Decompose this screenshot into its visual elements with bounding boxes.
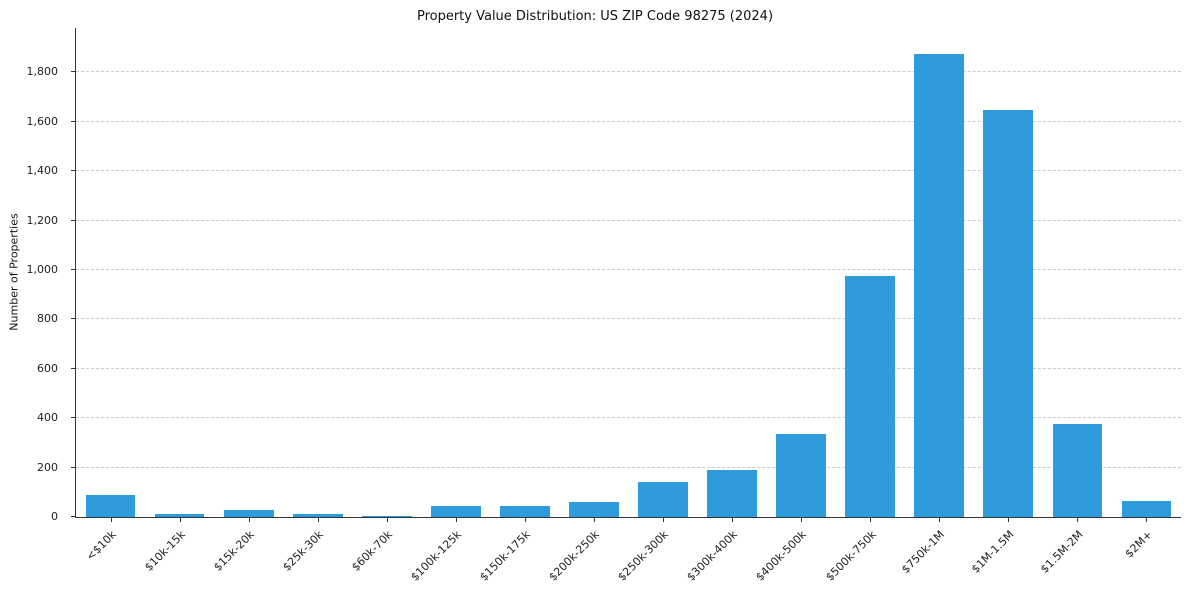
x-tick-label: $2M+ <box>1122 528 1155 561</box>
bar <box>292 514 343 517</box>
y-tick-label: 1,400 <box>26 164 59 178</box>
gridline <box>76 367 1181 369</box>
x-tick-mark <box>1008 517 1010 522</box>
bar <box>500 505 550 517</box>
x-tick-label: $1.5M-2M <box>1037 528 1086 576</box>
bar <box>1052 424 1103 517</box>
x-tick-label: <$10k <box>83 528 119 564</box>
y-tick-mark <box>71 318 76 320</box>
bar <box>85 494 136 517</box>
x-tick-mark <box>732 517 734 522</box>
x-tick-mark <box>524 517 526 522</box>
x-tick-label: $100k-125k <box>408 528 465 584</box>
x-tick-label: $200k-250k <box>546 528 603 584</box>
gridline <box>76 417 1181 419</box>
x-tick-mark <box>1146 517 1148 522</box>
gridline <box>76 318 1181 320</box>
x-tick-mark <box>663 517 665 522</box>
y-tick-label: 1,200 <box>26 213 59 227</box>
bar <box>569 502 619 517</box>
y-tick-mark <box>71 516 76 517</box>
bar <box>223 509 274 517</box>
bar <box>154 514 205 517</box>
y-tick-mark <box>71 417 76 419</box>
y-tick-label: 400 <box>37 411 58 425</box>
x-axis-ticks: <$10k $10k-15k $15k-20k $25k-30k $60k-70k $10… <box>75 524 1180 588</box>
x-tick-mark <box>1077 517 1079 522</box>
bar <box>707 470 757 517</box>
x-tick-mark <box>870 517 872 522</box>
y-tick-mark <box>71 170 76 172</box>
gridline <box>76 120 1181 122</box>
plot-area <box>71 28 1181 522</box>
y-tick-mark <box>71 71 76 73</box>
bar <box>1121 500 1172 517</box>
x-tick-label: $750k-1M <box>899 528 948 576</box>
x-tick-mark <box>248 517 250 522</box>
gridline <box>76 71 1181 73</box>
y-tick-label: 1,800 <box>26 65 59 79</box>
y-tick-mark <box>71 367 76 369</box>
x-tick-mark <box>110 517 112 522</box>
bar <box>845 276 896 517</box>
bar <box>983 109 1034 517</box>
bar <box>776 434 826 517</box>
y-tick-label: 1,000 <box>26 263 59 277</box>
x-tick-label: $400k-500k <box>753 528 810 584</box>
x-tick-label: $1M-1.5M <box>968 528 1017 576</box>
x-tick-label: $500k-750k <box>822 528 879 584</box>
y-tick-label: 600 <box>37 361 58 375</box>
y-axis-ticks: 0 200 400 600 800 1,000 1,200 1,400 1,600 1,800 <box>0 28 68 523</box>
bar <box>638 482 688 517</box>
x-tick-mark <box>179 517 181 522</box>
x-tick-label: $250k-300k <box>615 528 672 584</box>
y-tick-label: 0 <box>51 510 58 523</box>
x-tick-label: $15k-20k <box>211 528 257 574</box>
y-tick-mark <box>71 269 76 271</box>
y-tick-mark <box>71 466 76 468</box>
x-tick-label: $150k-175k <box>477 528 534 584</box>
x-tick-mark <box>386 517 388 522</box>
bar <box>361 515 412 517</box>
x-tick-label: $25k-30k <box>280 528 326 574</box>
x-tick-mark <box>317 517 319 522</box>
gridline <box>76 170 1181 172</box>
y-tick-label: 800 <box>37 312 58 326</box>
x-tick-mark <box>455 517 457 522</box>
y-tick-mark <box>71 219 76 221</box>
y-tick-label: 1,600 <box>26 114 59 128</box>
chart-title: Property Value Distribution: US ZIP Code… <box>416 9 774 24</box>
x-tick-label: $300k-400k <box>684 528 741 584</box>
bar <box>914 53 965 517</box>
y-tick-label: 200 <box>37 460 58 474</box>
gridline <box>76 466 1181 468</box>
x-tick-mark <box>801 517 803 522</box>
bar <box>430 505 481 517</box>
gridline <box>76 269 1181 271</box>
x-tick-label: $10k-15k <box>142 528 188 574</box>
gridline <box>76 219 1181 221</box>
x-tick-mark <box>939 517 941 522</box>
x-tick-mark <box>593 517 595 522</box>
y-tick-mark <box>71 120 76 122</box>
x-tick-label: $60k-70k <box>349 528 395 574</box>
